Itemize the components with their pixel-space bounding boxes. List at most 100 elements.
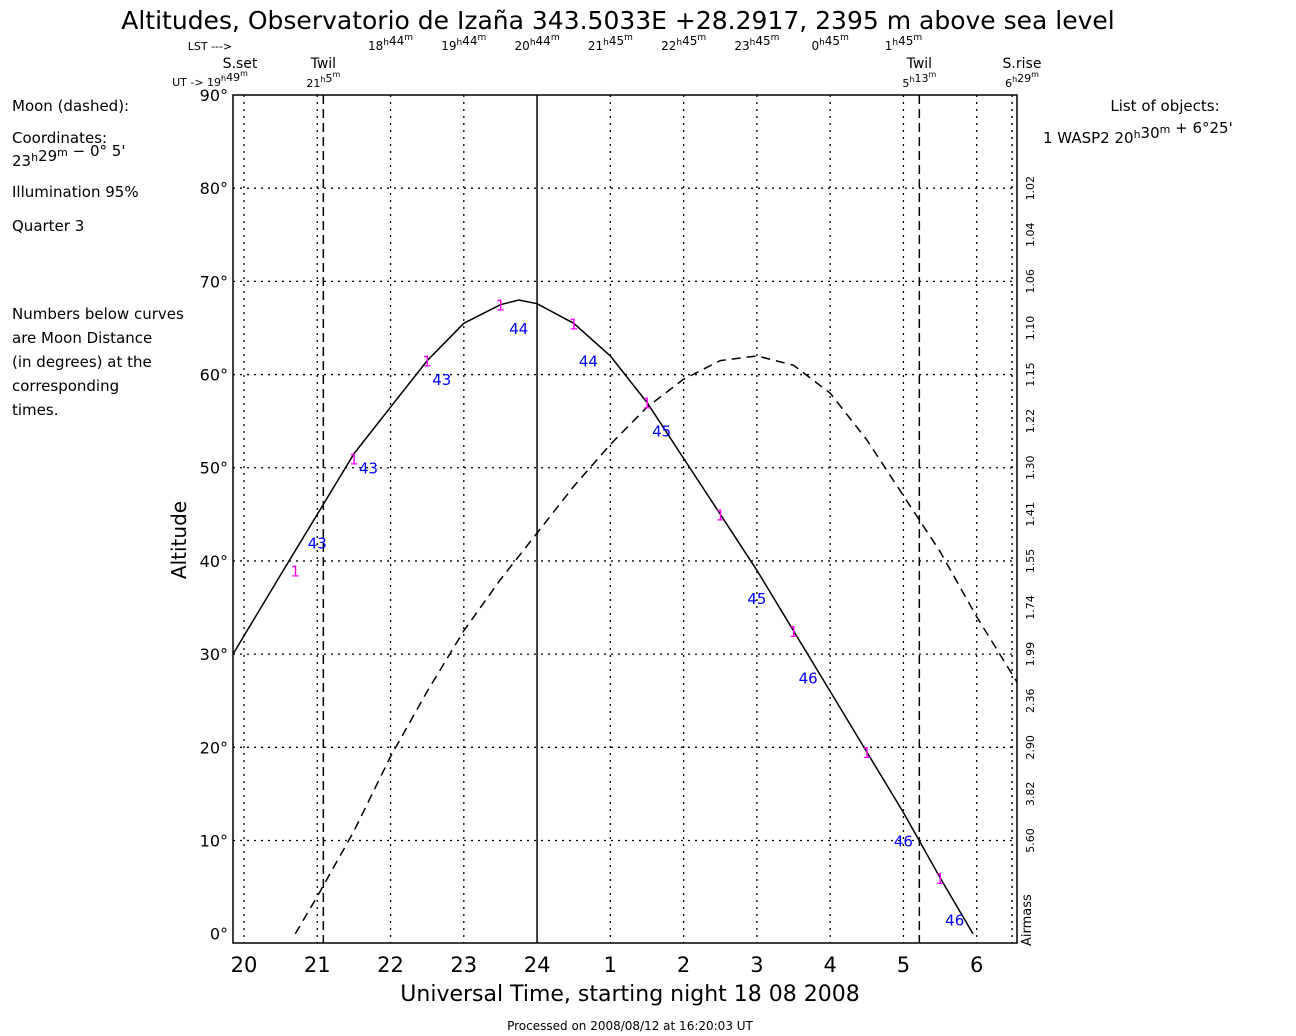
event-time: 6h29m xyxy=(1005,70,1039,90)
x-tick-label: 3 xyxy=(750,953,763,977)
airmass-tick-label: 5.60 xyxy=(1024,828,1037,853)
moon-coords-label: Coordinates: xyxy=(12,129,107,147)
object-marker: 1 xyxy=(291,562,301,580)
airmass-tick-label: 3.82 xyxy=(1024,782,1037,807)
airmass-axis-label: Airmass xyxy=(1020,894,1035,946)
airmass-tick-label: 1.41 xyxy=(1024,502,1037,527)
note-line: corresponding xyxy=(12,377,119,395)
object-marker: 1 xyxy=(862,744,872,762)
y-tick-label: 70° xyxy=(200,272,228,291)
moon-distance-label: 45 xyxy=(747,590,766,608)
objects-list: List of objects: 1 WASP2 20h30m + 6°25' xyxy=(1043,97,1233,147)
moon-distance-label: 44 xyxy=(509,320,528,338)
airmass-tick-label: 1.74 xyxy=(1024,595,1037,620)
y-tick-label: 20° xyxy=(200,738,228,757)
object-marker: 1 xyxy=(569,315,579,333)
airmass-tick-label: 1.22 xyxy=(1024,409,1037,434)
moon-distance-label: 45 xyxy=(652,422,671,440)
airmass-tick-label: 2.90 xyxy=(1024,735,1037,760)
x-axis-label: Universal Time, starting night 18 08 200… xyxy=(400,982,859,1007)
object-marker: 1 xyxy=(642,395,652,413)
airmass-tick-label: 1.10 xyxy=(1024,316,1037,341)
airmass-tick-label: 1.15 xyxy=(1024,362,1037,387)
x-tick-label: 6 xyxy=(970,953,983,977)
lst-label: 19h44m xyxy=(441,33,486,53)
airmass-tick-label: 2.36 xyxy=(1024,688,1037,713)
object-marker: 1 xyxy=(715,506,725,524)
moon-distance-label: 43 xyxy=(359,460,378,478)
moon-panel: Moon (dashed): Coordinates: 23h29m − 0° … xyxy=(12,97,139,235)
airmass-tick-label: 1.99 xyxy=(1024,642,1037,667)
moon-distance-label: 44 xyxy=(579,353,598,371)
y-tick-label: 80° xyxy=(200,179,228,198)
moon-distance-label: 46 xyxy=(894,832,913,850)
event-name: S.set xyxy=(223,56,258,72)
lst-label: 20h44m xyxy=(515,33,560,53)
moon-altitude-curve xyxy=(294,355,1018,935)
x-tick-label: 4 xyxy=(823,953,836,977)
ut-header: UT -> 19h49m xyxy=(172,69,248,89)
y-tick-label: 40° xyxy=(200,552,228,571)
y-tick-label: 50° xyxy=(200,459,228,478)
event-time: 21h5m xyxy=(306,70,340,90)
tick-labels: 0°10°20°30°40°50°60°70°80°90°20 21 22 23 24 1… xyxy=(200,86,1037,977)
lst-label: 18h44m xyxy=(368,33,413,53)
plot-border xyxy=(232,94,1018,944)
curves xyxy=(232,299,1018,935)
moon-quarter: Quarter 3 xyxy=(12,217,84,235)
object-entry: 1 WASP2 20h30m + 6°25' xyxy=(1043,119,1233,147)
moon-distance-label: 43 xyxy=(432,371,451,389)
moon-distance-label: 46 xyxy=(945,912,964,930)
moon-distance-note: Numbers below curves are Moon Distance (… xyxy=(12,305,184,419)
airmass-tick-label: 1.55 xyxy=(1024,549,1037,574)
objects-heading: List of objects: xyxy=(1110,97,1219,115)
lst-label: 0h45m xyxy=(811,33,848,53)
x-tick-label: 20 xyxy=(231,953,258,977)
object-marker: 1 xyxy=(496,297,506,315)
moon-coords-value: 23h29m − 0° 5' xyxy=(12,142,125,170)
y-tick-label: 0° xyxy=(210,925,228,944)
lst-label: 21h45m xyxy=(588,33,633,53)
x-tick-label: 23 xyxy=(450,953,477,977)
top-time-labels: LST ---> UT -> 19h49m 18h44m 19h44m 20h44m 21… xyxy=(172,33,1041,90)
x-tick-label: 21 xyxy=(304,953,331,977)
plot-frame xyxy=(232,94,1018,944)
event-name: S.rise xyxy=(1003,56,1042,72)
event-lines xyxy=(322,95,1013,943)
note-line: Numbers below curves xyxy=(12,305,184,323)
y-tick-label: 30° xyxy=(200,645,228,664)
note-line: (in degrees) at the xyxy=(12,353,152,371)
airmass-tick-label: 1.06 xyxy=(1024,269,1037,294)
chart-title: Altitudes, Observatorio de Izaña 343.503… xyxy=(121,6,1115,35)
event-name: Twil xyxy=(310,56,336,72)
lst-label: 22h45m xyxy=(661,33,706,53)
airmass-tick-label: 1.02 xyxy=(1024,176,1037,201)
lst-label: 23h45m xyxy=(734,33,779,53)
x-tick-label: 2 xyxy=(677,953,690,977)
grid xyxy=(233,95,1017,943)
y-tick-label: 60° xyxy=(200,366,228,385)
moon-distance-label: 43 xyxy=(308,534,327,552)
object-altitude-curve xyxy=(232,299,974,935)
lst-label: 1h45m xyxy=(885,33,922,53)
y-tick-label: 90° xyxy=(200,86,228,105)
moon-heading: Moon (dashed): xyxy=(12,97,129,115)
object-marker: 1 xyxy=(789,623,799,641)
x-tick-label: 1 xyxy=(604,953,617,977)
airmass-tick-label: 1.04 xyxy=(1024,223,1037,248)
object-marker: 1 xyxy=(935,870,945,888)
moon-distance-label: 46 xyxy=(799,669,818,687)
moon-illumination: Illumination 95% xyxy=(12,183,139,201)
y-tick-label: 10° xyxy=(200,831,228,850)
event-name: Twil xyxy=(906,56,932,72)
x-tick-label: 5 xyxy=(897,953,910,977)
object-marker: 1 xyxy=(422,353,432,371)
airmass-tick-label: 1.30 xyxy=(1024,455,1037,480)
event-time: 5h13m xyxy=(902,70,936,90)
object-marker: 1 xyxy=(349,450,359,468)
note-line: are Moon Distance xyxy=(12,329,152,347)
footer-note: Processed on 2008/08/12 at 16:20:03 UT xyxy=(507,1019,753,1033)
x-tick-label: 24 xyxy=(524,953,551,977)
